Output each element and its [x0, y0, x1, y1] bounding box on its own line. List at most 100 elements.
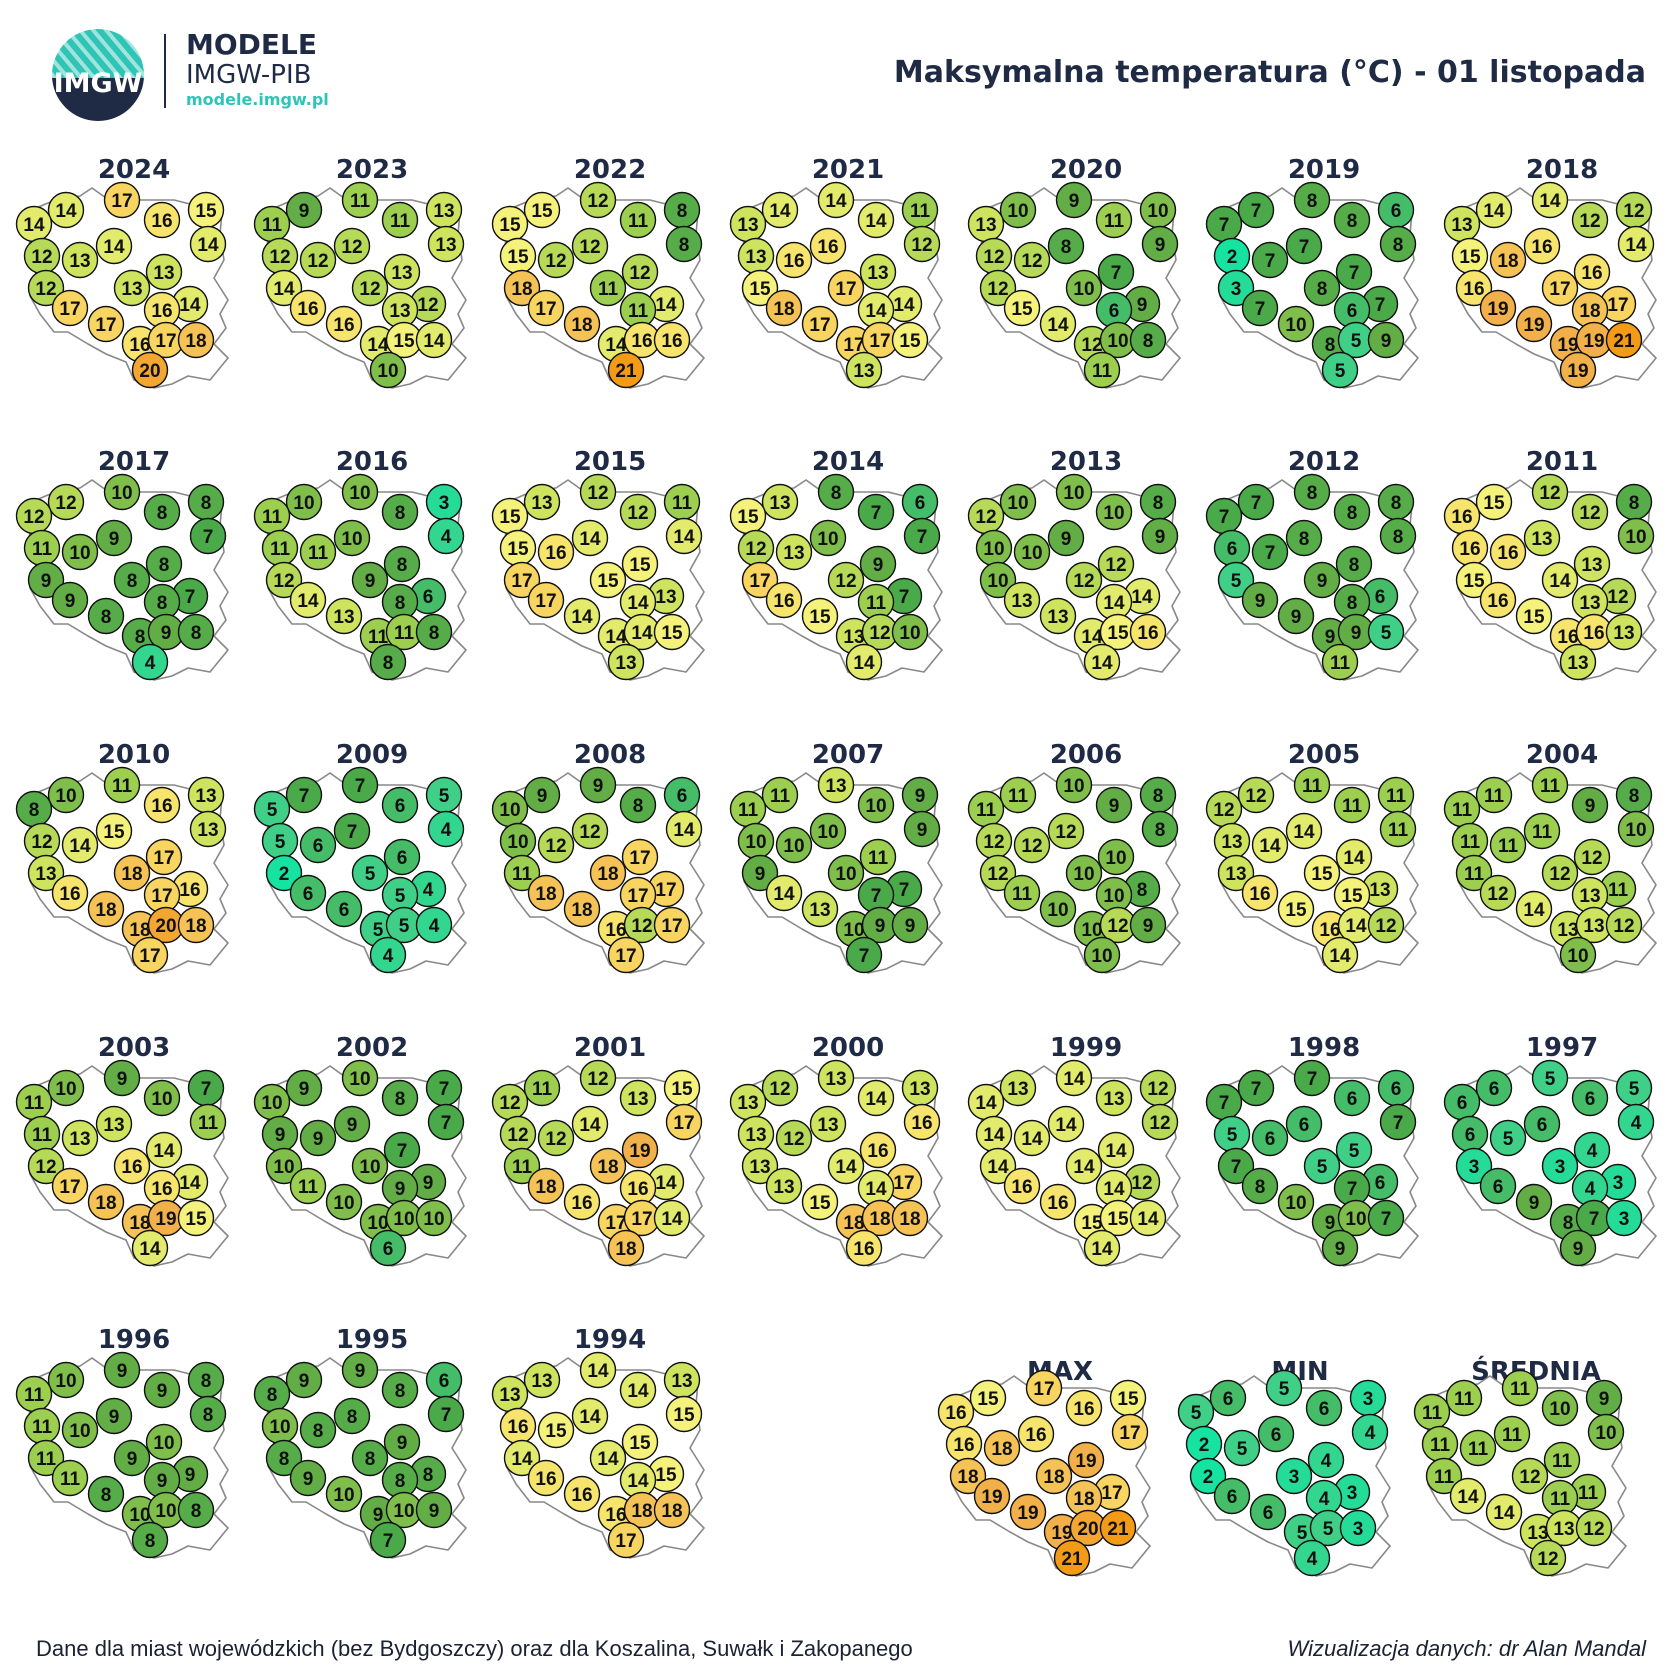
station-marker-bialystok — [1141, 1103, 1179, 1141]
station-value-gorzow-wlkp: 12 — [507, 1125, 528, 1146]
station-marker-koszalin — [1475, 1069, 1513, 1107]
station-marker-zakopane — [1083, 351, 1121, 389]
station-value-gdansk: 12 — [587, 1069, 608, 1090]
station-value-warszawa: 14 — [1105, 1141, 1127, 1162]
imgw-logo[interactable]: IMGW — [50, 28, 150, 128]
station-marker-torun — [1285, 812, 1323, 850]
station-value-lodz: 18 — [597, 864, 618, 885]
station-marker-poznan — [983, 1429, 1021, 1467]
station-value-zakopane: 21 — [615, 361, 637, 382]
station-value-szczecin: 12 — [23, 507, 44, 528]
station-value-bialystok: 9 — [1155, 527, 1166, 548]
station-value-olsztyn: 8 — [1347, 211, 1358, 232]
station-marker-koszalin — [1445, 1379, 1483, 1417]
station-value-gorzow-wlkp: 12 — [745, 539, 766, 560]
station-value-gdansk: 17 — [1033, 1379, 1054, 1400]
station-marker-koszalin — [47, 191, 85, 229]
station-value-warszawa: 17 — [629, 848, 650, 869]
station-value-szczecin: 10 — [261, 1093, 282, 1114]
panel-label: 2001 — [574, 1033, 646, 1063]
station-marker-koszalin — [47, 776, 85, 814]
station-value-opole: 15 — [809, 1193, 831, 1214]
panel-label: 2021 — [812, 155, 884, 185]
station-value-kielce: 16 — [151, 1179, 172, 1200]
station-value-kielce: 16 — [627, 1179, 648, 1200]
station-value-olsztyn: 6 — [1319, 1399, 1330, 1420]
station-value-kielce: 14 — [1103, 1179, 1125, 1200]
station-value-torun: 7 — [347, 822, 358, 843]
station-marker-koszalin — [1237, 776, 1275, 814]
station-value-zakopane: 5 — [1335, 361, 1346, 382]
station-marker-opole — [801, 1183, 839, 1221]
station-marker-gdansk — [579, 766, 617, 804]
station-marker-poznan — [1251, 533, 1289, 571]
station-marker-warszawa — [621, 545, 659, 583]
station-marker-koszalin — [1237, 483, 1275, 521]
station-value-katowice: 16 — [1557, 627, 1578, 648]
station-marker-warszawa — [1097, 253, 1135, 291]
station-marker-zielona-gora — [503, 854, 541, 892]
station-value-gdansk: 10 — [1063, 483, 1084, 504]
station-value-rzeszow: 15 — [661, 623, 683, 644]
station-marker-lodz — [1065, 561, 1103, 599]
station-value-katowice: 16 — [605, 920, 626, 941]
station-marker-lodz — [827, 1147, 865, 1185]
station-value-rzeszow: 7 — [1381, 1209, 1392, 1230]
station-value-szczecin: 13 — [975, 215, 996, 236]
station-value-bialystok: 8 — [203, 1405, 214, 1426]
station-value-gdansk: 9 — [117, 1069, 128, 1090]
station-marker-rzeszow — [1605, 906, 1643, 944]
station-marker-torun — [1257, 1415, 1295, 1453]
station-value-torun: 9 — [109, 1407, 120, 1428]
station-value-gdansk: 12 — [1539, 483, 1560, 504]
station-value-suwalki: 6 — [915, 493, 926, 514]
station-value-katowice: 15 — [1081, 1213, 1103, 1234]
station-value-katowice: 17 — [605, 1213, 626, 1234]
station-value-warszawa: 8 — [159, 555, 170, 576]
station-marker-rzeszow — [891, 613, 929, 651]
station-value-bialystok: 9 — [917, 820, 928, 841]
station-marker-gdansk — [1531, 1059, 1569, 1097]
station-marker-torun — [333, 519, 371, 557]
station-marker-poznan — [61, 1119, 99, 1157]
station-value-koszalin: 11 — [1008, 786, 1029, 807]
brand-url[interactable]: modele.imgw.pl — [186, 90, 329, 109]
station-marker-zakopane — [369, 351, 407, 389]
station-value-wroclaw: 6 — [303, 884, 314, 905]
station-marker-torun — [809, 1105, 847, 1143]
station-value-poznan: 12 — [545, 1129, 566, 1150]
station-value-zakopane: 10 — [1091, 946, 1112, 967]
station-value-opole: 9 — [1291, 607, 1302, 628]
station-value-lublin: 14 — [179, 1173, 201, 1194]
station-marker-wroclaw — [1241, 874, 1279, 912]
station-value-lodz: 15 — [1311, 864, 1333, 885]
station-value-lodz: 12 — [1073, 571, 1094, 592]
station-marker-bialystok — [427, 810, 465, 848]
station-value-krakow: 10 — [1107, 331, 1128, 352]
station-value-gorzow-wlkp: 16 — [507, 1417, 528, 1438]
station-value-opole: 6 — [1263, 1503, 1274, 1524]
station-value-poznan: 9 — [313, 1129, 324, 1150]
station-marker-rzeszow — [1367, 906, 1405, 944]
station-value-opole: 10 — [1047, 900, 1068, 921]
station-value-lodz: 3 — [1289, 1467, 1300, 1488]
station-value-szczecin: 8 — [267, 1385, 278, 1406]
station-value-lublin: 7 — [899, 880, 910, 901]
station-marker-bialystok — [1351, 1413, 1389, 1451]
station-marker-wroclaw — [527, 874, 565, 912]
station-marker-wroclaw — [527, 1167, 565, 1205]
station-value-suwalki: 8 — [1629, 786, 1640, 807]
station-value-wroclaw: 11 — [1012, 884, 1033, 905]
station-marker-gdansk — [1293, 473, 1331, 511]
station-value-lublin: 12 — [1607, 587, 1628, 608]
station-value-katowice: 10 — [843, 920, 864, 941]
station-value-warszawa: 17 — [153, 848, 174, 869]
station-value-koszalin: 7 — [299, 786, 310, 807]
station-value-warszawa: 7 — [397, 1141, 408, 1162]
station-marker-bialystok — [189, 1103, 227, 1141]
panel-label: 2022 — [574, 155, 646, 185]
station-value-wroclaw: 9 — [303, 1469, 314, 1490]
station-marker-zielona-gora — [1217, 854, 1255, 892]
station-value-opole: 15 — [1523, 607, 1545, 628]
